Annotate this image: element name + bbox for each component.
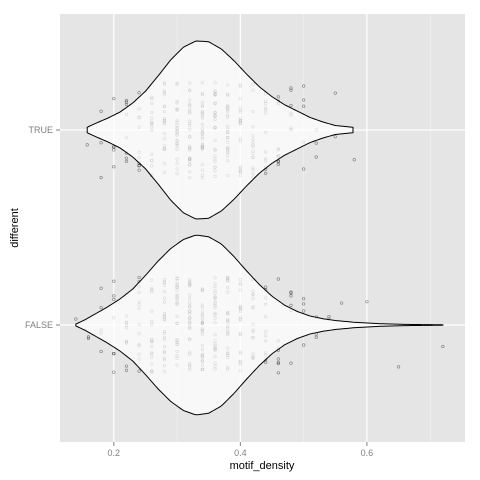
data-point [289, 291, 293, 295]
data-point [302, 104, 306, 108]
x-tick-label: 0.4 [234, 448, 247, 458]
data-point [99, 286, 103, 290]
data-point [365, 300, 369, 304]
x-tick-label: 0.2 [108, 448, 121, 458]
data-point [99, 349, 103, 354]
data-point [302, 343, 306, 347]
data-point [314, 335, 318, 340]
data-point [124, 368, 129, 372]
data-point [276, 160, 280, 164]
data-point [302, 98, 306, 102]
violin-layer [75, 40, 444, 416]
data-point [333, 91, 337, 95]
data-point [333, 135, 337, 139]
violin-true [86, 40, 354, 220]
data-point [289, 303, 293, 308]
axis-layer: 0.2 0.4 0.6 TRUE FALSE [25, 125, 373, 458]
data-point [327, 315, 331, 319]
x-axis-title: motif_density [230, 460, 295, 472]
data-point [112, 279, 116, 283]
plot-panel [60, 14, 465, 442]
data-point [302, 297, 306, 301]
data-point [112, 148, 116, 152]
y-tick-label: TRUE [29, 125, 54, 135]
data-point [124, 100, 129, 104]
data-point [340, 301, 344, 305]
y-axis-title: different [9, 208, 21, 248]
data-point [264, 360, 268, 364]
data-point [99, 306, 103, 310]
data-point [396, 365, 401, 369]
data-point [289, 88, 293, 92]
data-point [137, 164, 141, 168]
data-point [137, 91, 141, 95]
data-point [112, 352, 116, 356]
data-point [276, 95, 280, 99]
data-point [276, 357, 280, 361]
data-point [112, 297, 116, 302]
data-point [314, 155, 318, 159]
data-point [302, 309, 306, 313]
data-point [264, 171, 268, 175]
data-point [137, 369, 141, 373]
data-point [74, 317, 78, 321]
data-point [276, 162, 280, 166]
data-point [276, 277, 280, 281]
data-point [302, 302, 306, 306]
data-point [99, 141, 103, 145]
data-point [112, 145, 116, 149]
data-point [276, 360, 280, 365]
data-point [112, 165, 116, 169]
data-point [302, 84, 306, 88]
data-point [124, 102, 129, 107]
y-tick-label: FALSE [25, 320, 53, 330]
data-point [124, 364, 129, 368]
data-point [276, 362, 280, 366]
violin-false [75, 234, 444, 416]
data-point [86, 336, 91, 340]
data-point [137, 163, 141, 168]
x-tick-label: 0.6 [361, 448, 374, 458]
data-point [112, 351, 116, 356]
data-point [112, 294, 116, 298]
data-point [289, 290, 293, 294]
data-point [99, 109, 103, 113]
data-point [276, 371, 280, 375]
data-point [99, 176, 103, 180]
data-point [289, 103, 293, 108]
data-point [124, 159, 129, 164]
data-point [441, 344, 445, 349]
data-point [289, 294, 293, 298]
data-point [289, 361, 293, 365]
data-point [124, 156, 129, 160]
data-point [314, 141, 318, 145]
data-point [137, 168, 141, 172]
data-point [137, 275, 141, 280]
data-point [289, 86, 293, 90]
data-point [86, 335, 91, 339]
data-point [264, 285, 268, 289]
data-point [124, 98, 129, 103]
data-point [302, 167, 306, 171]
data-point [112, 96, 116, 101]
data-point [352, 158, 356, 162]
data-point [112, 370, 116, 374]
data-point [85, 143, 89, 147]
